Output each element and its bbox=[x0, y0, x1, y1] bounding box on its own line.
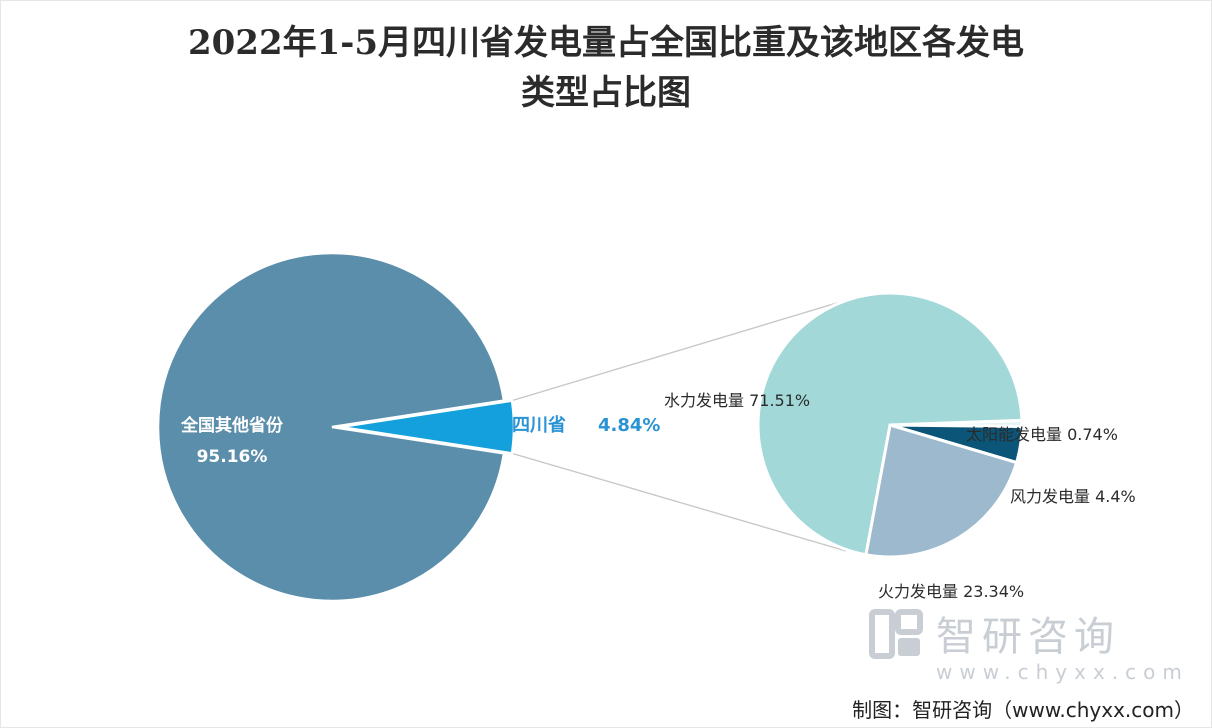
slice-sichuan bbox=[339, 399, 516, 455]
label-other-provinces-value: 95.16% bbox=[197, 447, 268, 467]
label-thermal: 火力发电量 23.34% bbox=[878, 582, 1024, 601]
connector-line-bottom bbox=[511, 452, 847, 552]
slice-hydro bbox=[756, 291, 1024, 557]
chart-title-line-2: 类型占比图 bbox=[521, 73, 691, 113]
slice-other-provinces bbox=[156, 251, 506, 603]
pie-labels: 全国其他省份 95.16% 四川省 4.84% 水力发电量 71.51% 火力发… bbox=[180, 391, 1136, 601]
connector-lines bbox=[511, 298, 851, 552]
chart-title: 2022年1-5月四川省发电量占全国比重及该地区各发电 类型占比图 bbox=[0, 18, 1212, 118]
slice-thermal bbox=[864, 423, 1019, 559]
label-hydro: 水力发电量 71.51% bbox=[664, 391, 810, 410]
connector-line-top bbox=[511, 298, 851, 402]
label-sichuan-value: 4.84% bbox=[598, 415, 660, 436]
brand-logo-icon bbox=[869, 609, 923, 659]
chart-source-footer: 制图：智研咨询（www.chyxx.com） bbox=[852, 698, 1194, 722]
chart-title-line-1: 2022年1-5月四川省发电量占全国比重及该地区各发电 bbox=[187, 23, 1025, 63]
main-pie bbox=[156, 251, 516, 603]
label-other-provinces-name: 全国其他省份 bbox=[180, 415, 284, 436]
watermark-url: www.chyxx.com bbox=[936, 660, 1189, 684]
label-wind: 风力发电量 4.4% bbox=[1010, 487, 1136, 506]
label-sichuan-name: 四川省 bbox=[512, 414, 566, 436]
sub-pie bbox=[756, 291, 1024, 559]
watermark-brand: 智研咨询 bbox=[936, 614, 1120, 660]
label-solar: 太阳能发电量 0.74% bbox=[966, 425, 1118, 444]
